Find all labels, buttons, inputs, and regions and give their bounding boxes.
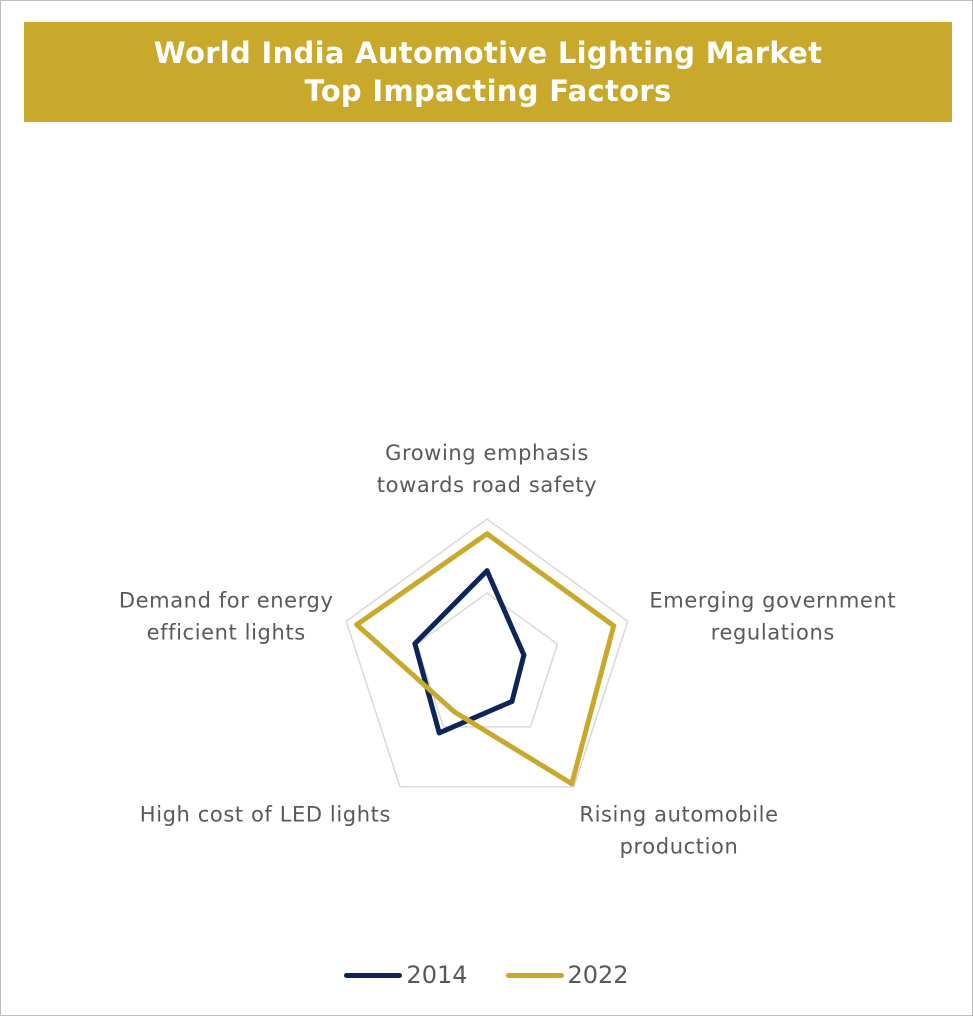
series-2022-point-3 <box>451 709 457 715</box>
legend-label-2022: 2022 <box>567 961 629 989</box>
series-2014-point-3 <box>436 730 442 736</box>
series-2014-line <box>412 568 527 736</box>
radar-series <box>354 531 617 787</box>
axis-label-1: Emerging government regulations <box>649 588 896 644</box>
axis-label-4-line-0: Demand for energy <box>119 588 334 612</box>
radar-grid <box>345 518 629 788</box>
axis-label-4-line-1: efficient lights <box>147 620 306 644</box>
series-2014-point-2 <box>509 698 515 704</box>
legend-swatch-2022 <box>505 972 564 978</box>
legend: 2014 2022 <box>0 955 973 995</box>
chart-title-line-1: World India Automotive Lighting Market <box>153 36 823 70</box>
axis-label-3: High cost of LED lights <box>140 803 391 827</box>
series-2022-line <box>354 531 617 787</box>
series-2022-point-0 <box>484 531 490 537</box>
series-2014-point-1 <box>521 652 527 658</box>
legend-label-2014: 2014 <box>406 961 468 989</box>
axis-label-2: Rising automobile production <box>579 803 778 859</box>
series-2022-point-1 <box>611 623 617 629</box>
radar-axis-labels: Growing emphasis towards road safety Emerg… <box>119 441 896 859</box>
series-2022-point-4 <box>354 622 360 628</box>
title-banner: World India Automotive Lighting Market T… <box>24 22 952 122</box>
series-2022-point-2 <box>569 781 575 787</box>
axis-label-2-line-0: Rising automobile <box>579 803 778 827</box>
axis-label-0: Growing emphasis towards road safety <box>377 441 597 497</box>
legend-item-2014[interactable]: 2014 <box>344 961 468 989</box>
axis-label-1-line-0: Emerging government <box>649 588 896 612</box>
series-2014-point-4 <box>412 641 418 647</box>
axis-label-1-line-1: regulations <box>711 620 835 644</box>
chart-subtitle-line-2: Top Impacting Factors <box>304 74 672 108</box>
axis-label-3-line-0: High cost of LED lights <box>140 803 391 827</box>
axis-label-2-line-1: production <box>620 835 739 859</box>
legend-item-2022[interactable]: 2022 <box>505 961 629 989</box>
axis-label-4: Demand for energy efficient lights <box>119 588 334 644</box>
axis-label-0-line-1: towards road safety <box>377 473 597 497</box>
series-2014-point-0 <box>484 568 490 574</box>
grid-ring-2 <box>415 592 559 728</box>
axis-label-0-line-0: Growing emphasis <box>385 441 589 465</box>
legend-swatch-2014 <box>344 972 403 978</box>
grid-ring-4 <box>345 518 629 788</box>
